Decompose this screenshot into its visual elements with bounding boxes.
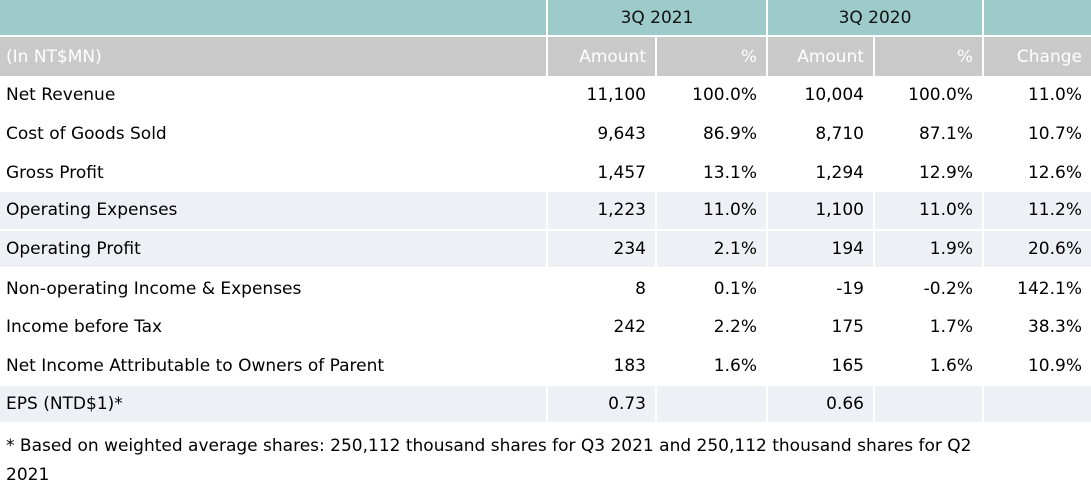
cell-amount-2021: 183: [546, 346, 655, 386]
cell-pct-2021: 2.1%: [655, 230, 766, 270]
cell-amount-2020: 1,100: [766, 192, 873, 231]
cell-amount-2021: 234: [546, 230, 655, 270]
period-header-spacer-right: [982, 0, 1091, 37]
row-label-gross-profit: Gross Profit: [6, 162, 104, 183]
cell-pct-2021: 0.1%: [655, 269, 766, 309]
cell-change: 11.2%: [982, 192, 1091, 231]
cell-amount-2021: 242: [546, 308, 655, 347]
financial-results-table: 3Q 2021 3Q 2020 (In NT$MN) Amount % Amou…: [0, 0, 1091, 425]
cell-pct-2021: 100.0%: [655, 76, 766, 115]
cell-amount-2020: 165: [766, 346, 873, 386]
cell-change: 38.3%: [982, 308, 1091, 347]
row-label-cogs: Cost of Goods Sold: [6, 124, 167, 145]
cell-change: 10.7%: [982, 114, 1091, 154]
cell-amount-2021: 9,643: [546, 114, 655, 154]
cell-pct-2021: 11.0%: [655, 192, 766, 231]
cell-pct-2020: [873, 385, 982, 425]
cell-amount-2020: 10,004: [766, 76, 873, 115]
shares-footnote: * Based on weighted average shares: 250,…: [6, 436, 972, 486]
cell-amount-2021: 8: [546, 269, 655, 309]
period-header-spacer-left: [0, 0, 546, 37]
cell-pct-2020: 11.0%: [873, 192, 982, 231]
row-label-operating-profit: Operating Profit: [0, 230, 546, 270]
cell-amount-2020: 175: [766, 308, 873, 347]
col-header-pct-2021: %: [655, 37, 766, 76]
cell-pct-2021: 1.6%: [655, 346, 766, 386]
row-label-eps: EPS (NTD$1)*: [0, 385, 546, 425]
row-label-net-income: Net Income Attributable to Owners of Par…: [6, 356, 385, 377]
row-label-non-operating: Non-operating Income & Expenses: [6, 278, 302, 299]
cell-amount-2021: 1,223: [546, 192, 655, 231]
cell-amount-2020: 1,294: [766, 153, 873, 193]
cell-amount-2021: 11,100: [546, 76, 655, 115]
cell-amount-2020: 8,710: [766, 114, 873, 154]
cell-pct-2020: 1.9%: [873, 230, 982, 270]
cell-pct-2021: 13.1%: [655, 153, 766, 193]
unit-label: (In NT$MN): [0, 37, 546, 76]
cell-amount-2020: 194: [766, 230, 873, 270]
cell-change: 142.1%: [982, 269, 1091, 309]
cell-pct-2020: 100.0%: [873, 76, 982, 115]
cell-pct-2021: 86.9%: [655, 114, 766, 154]
cell-amount-2021: 0.73: [546, 385, 655, 425]
cell-change: 20.6%: [982, 230, 1091, 270]
cell-change: 10.9%: [982, 346, 1091, 386]
row-label-operating-expenses: Operating Expenses: [0, 192, 546, 231]
col-header-amount-2021: Amount: [546, 37, 655, 76]
cell-pct-2020: -0.2%: [873, 269, 982, 309]
col-header-pct-2020: %: [873, 37, 982, 76]
cell-amount-2020: -19: [766, 269, 873, 309]
period-header-3q2021: 3Q 2021: [546, 0, 766, 37]
cell-pct-2021: [655, 385, 766, 425]
cell-change: 11.0%: [982, 76, 1091, 115]
cell-amount-2021: 1,457: [546, 153, 655, 193]
cell-amount-2020: 0.66: [766, 385, 873, 425]
cell-pct-2020: 1.6%: [873, 346, 982, 386]
col-header-change: Change: [982, 37, 1091, 76]
col-header-amount-2020: Amount: [766, 37, 873, 76]
row-label-income-before-tax: Income before Tax: [6, 317, 163, 338]
cell-change: 12.6%: [982, 153, 1091, 193]
cell-pct-2021: 2.2%: [655, 308, 766, 347]
cell-pct-2020: 12.9%: [873, 153, 982, 193]
cell-change: [982, 385, 1091, 425]
row-label-net-revenue: Net Revenue: [6, 85, 116, 106]
period-header-3q2020: 3Q 2020: [766, 0, 982, 37]
cell-pct-2020: 87.1%: [873, 114, 982, 154]
cell-pct-2020: 1.7%: [873, 308, 982, 347]
